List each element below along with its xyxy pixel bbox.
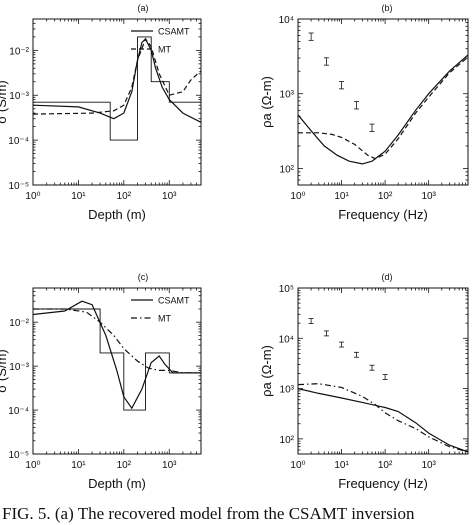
panel-3-y-tick-label: 10⁵ [279,284,294,295]
panel-b-apparent-resistivity-csamt: (b) 10⁰ 10¹ 10² 10³ 10² 10³ 10⁴ Frequency (Hz) ρa… [259,3,469,222]
panel-2-y-axis-label: σ (S/m) [0,349,9,392]
panel-3-series-mt [298,383,468,453]
panel-3-y-tick-label: 10³ [280,385,295,396]
panel-0-series-mt [33,37,201,115]
panel-1-series-field-data-point [353,101,359,110]
panel-2-x-tick-label: 10² [117,460,132,471]
panel-2-x-tick-label: 10⁰ [25,460,40,471]
panel-0-y-tick-label: 10⁻⁴ [8,136,29,147]
panel-1-series-csamt [298,54,468,165]
panel-2-series-mt [33,308,201,374]
panel-0-y-tick-label: 10⁻³ [9,91,29,102]
panel-3-plot-frame [297,287,469,455]
panel-0-y-tick-label: 10⁻² [9,46,29,57]
panel-1-y-tick-label: 10⁴ [279,15,294,26]
panel-0-x-tick-label: 10⁰ [25,191,40,202]
panel-1-panel-label: (b) [382,3,393,13]
panel-3-series-field-data-point [353,351,359,358]
panel-2-y-tick-label: 10⁻⁴ [8,406,29,417]
panel-2-y-tick-label: 10⁻² [9,318,29,329]
panel-1-x-tick-label: 10³ [421,191,436,202]
panel-3-series-field-data-point [369,364,375,371]
panel-3-series-field-data-point [323,330,329,337]
panel-1-series-mt [298,56,468,160]
figure-canvas: (a) 10⁰ 10¹ 10² 10³ 10⁻⁵ 10⁻⁴ 10⁻³ 10⁻² Depth (m)… [0,3,469,491]
figure-caption: FIG. 5. (a) The recovered model from the… [2,504,415,523]
panel-2-x-tick-label: 10³ [162,460,177,471]
panel-a-conductivity-csamt: (a) 10⁰ 10¹ 10² 10³ 10⁻⁵ 10⁻⁴ 10⁻³ 10⁻² Depth (m)… [0,3,202,222]
panel-0-x-axis-label: Depth (m) [88,207,146,222]
panel-3-x-axis-label: Frequency (Hz) [338,476,428,491]
panel-0-series-csamt [33,37,201,123]
panel-2-series-true-model [33,308,201,411]
panel-d-apparent-resistivity-mt: (d) 10⁰ 10¹ 10² 10³ 10² 10³ 10⁴ 10⁵ Frequency (Hz… [259,272,469,491]
panel-3-y-tick-label: 10² [280,435,295,446]
panel-2-legend-label-csamt: CSAMT [158,296,190,306]
panel-1-x-tick-label: 10¹ [334,191,349,202]
panel-1-x-tick-label: 10⁰ [290,191,305,202]
panel-3-y-axis-label: ρa (Ω-m) [259,345,274,397]
panel-3-y-tick-label: 10⁴ [279,334,294,345]
panel-0-y-tick-label: 10⁻⁵ [8,181,29,192]
panel-1-plot-frame [297,18,469,186]
panel-0-x-tick-label: 10² [117,191,132,202]
panel-0-panel-label: (a) [138,3,149,13]
panel-3-x-tick-label: 10⁰ [290,460,305,471]
panel-2-x-tick-label: 10¹ [71,460,86,471]
panel-2-panel-label: (c) [138,272,149,282]
panel-2-series-csamt [33,300,201,410]
panel-0-x-tick-label: 10³ [162,191,177,202]
panel-c-conductivity-mt: (c) 10⁰ 10¹ 10² 10³ 10⁻⁵ 10⁻⁴ 10⁻³ 10⁻² Depth (m)… [0,272,202,491]
panel-0-legend-label-mt: MT [158,45,171,55]
panel-1-series-field-data-point [369,123,375,132]
panel-0-legend-label-csamt: CSAMT [158,27,190,37]
panel-1-y-axis-label: ρa (Ω-m) [259,76,274,128]
panel-0-y-axis-label: σ (S/m) [0,80,9,123]
panel-3-series-field-data-point [308,318,314,324]
panel-1-x-axis-label: Frequency (Hz) [338,207,428,222]
panel-3-x-tick-label: 10³ [421,460,436,471]
panel-2-legend-label-mt: MT [158,314,171,324]
panel-2-y-tick-label: 10⁻⁵ [8,450,29,461]
panel-1-series-field-data-point [308,32,314,41]
panel-3-panel-label: (d) [382,272,393,282]
panel-3-series-field-data-point [382,374,388,380]
panel-0-x-tick-label: 10¹ [71,191,86,202]
panel-1-y-tick-label: 10² [280,164,295,175]
panel-3-x-tick-label: 10² [378,460,393,471]
panel-3-series-csamt [298,388,468,453]
panel-1-y-tick-label: 10³ [280,90,295,101]
panel-3-series-field-data-point [339,341,345,348]
panel-0-series-true-model [33,36,201,141]
panel-1-x-tick-label: 10² [378,191,393,202]
panel-1-series-field-data-point [339,81,345,90]
panel-2-x-axis-label: Depth (m) [88,476,146,491]
panel-2-y-tick-label: 10⁻³ [9,362,29,373]
panel-1-series-field-data-point [323,57,329,66]
panel-3-x-tick-label: 10¹ [334,460,349,471]
